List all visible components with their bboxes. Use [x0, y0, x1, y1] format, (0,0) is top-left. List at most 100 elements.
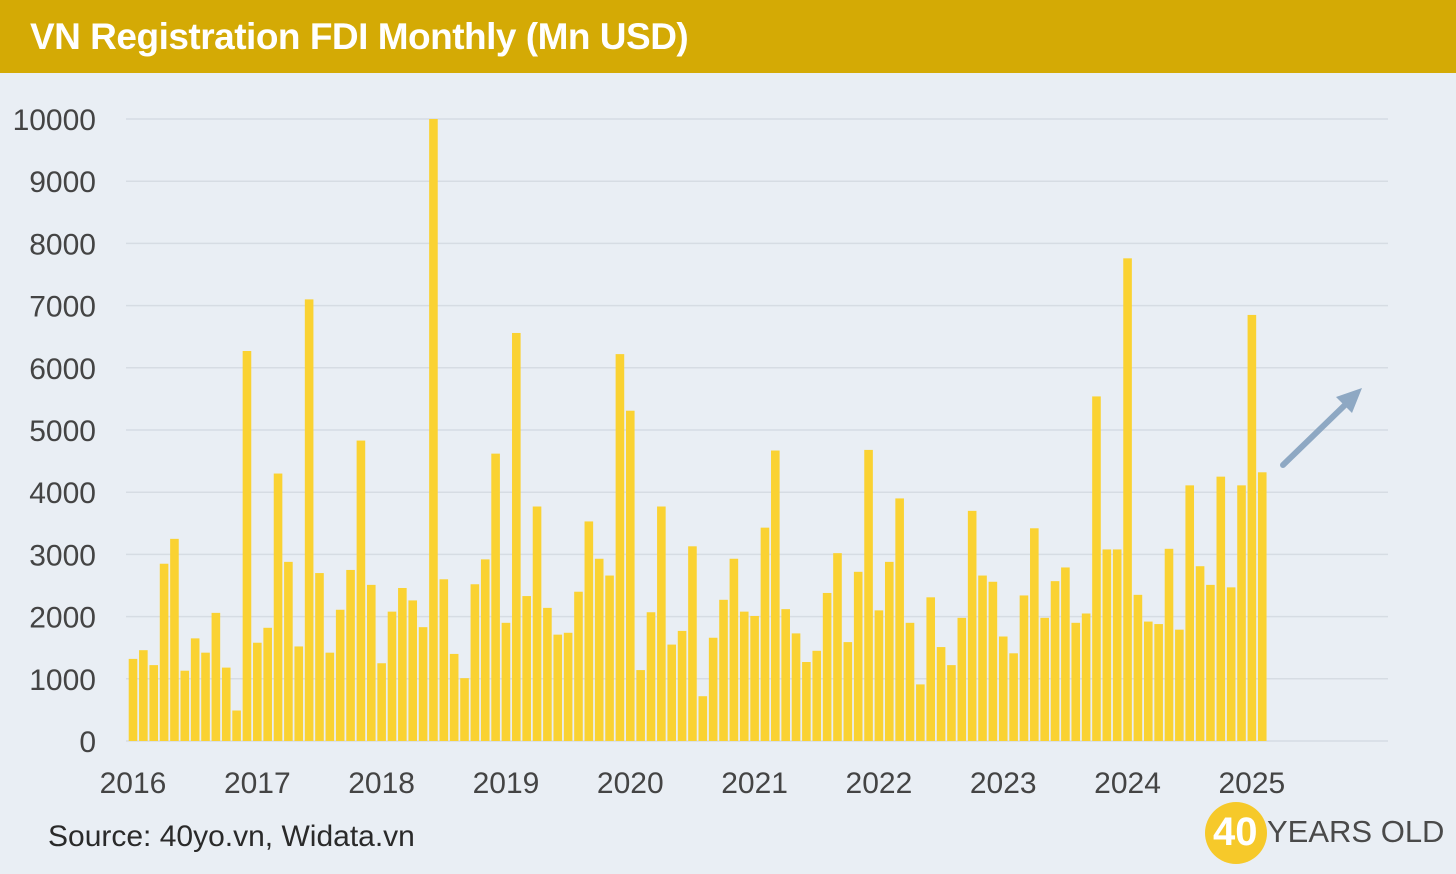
trend-arrow	[1280, 388, 1362, 468]
bar-chart: 0 1000 2000 3000 4000 5000 6000 7000 8000 9000 100…	[13, 104, 1388, 800]
title-bar: VN Registration FDI Monthly (Mn USD)	[0, 0, 1456, 73]
bar	[408, 600, 418, 741]
bar	[625, 410, 635, 741]
bar	[802, 662, 811, 741]
bar	[1226, 587, 1236, 741]
bar	[1123, 258, 1132, 741]
bar	[853, 571, 863, 741]
bar	[719, 599, 728, 741]
bar	[377, 663, 386, 741]
bar	[480, 559, 490, 741]
bar	[874, 610, 884, 741]
bar	[594, 558, 604, 741]
bar	[957, 617, 967, 741]
bar	[584, 521, 594, 741]
y-tick-label: 10000	[13, 104, 96, 137]
bar	[335, 609, 345, 741]
bar	[1112, 549, 1122, 741]
bar	[1009, 653, 1018, 741]
bar	[1206, 584, 1215, 741]
bar	[284, 561, 293, 741]
x-tick-label: 2022	[846, 767, 913, 800]
x-tick-label: 2018	[348, 767, 415, 800]
bar	[988, 581, 998, 741]
logo-text: YEARS OLD	[1267, 814, 1445, 849]
bar	[253, 642, 262, 741]
bar	[1019, 595, 1029, 741]
bar	[201, 652, 210, 741]
bar	[698, 696, 708, 741]
y-tick-label: 0	[79, 726, 96, 759]
bar	[750, 615, 759, 741]
y-tick-label: 6000	[29, 353, 96, 386]
bar	[563, 632, 573, 741]
bar	[449, 653, 459, 741]
bar	[273, 473, 283, 741]
source-note: Source: 40yo.vn, Widata.vn	[48, 820, 415, 853]
bar	[812, 650, 822, 741]
y-tick-label: 8000	[29, 228, 96, 261]
bar	[460, 678, 469, 741]
bar	[501, 622, 511, 741]
bar	[221, 667, 231, 741]
bar	[346, 569, 355, 741]
bar	[1092, 396, 1101, 741]
bar	[843, 642, 853, 741]
y-tick-label: 1000	[29, 664, 96, 697]
bar	[646, 612, 656, 741]
x-tick-label: 2024	[1094, 767, 1161, 800]
bar	[791, 633, 801, 741]
bar	[429, 119, 438, 741]
logo: 40 YEARS OLD	[1205, 800, 1455, 866]
bar	[936, 647, 946, 741]
bar	[294, 646, 304, 741]
bar	[926, 597, 936, 741]
bar	[553, 634, 563, 741]
logo-circle	[1205, 802, 1267, 864]
bar	[128, 658, 138, 741]
bar	[822, 592, 832, 741]
bar	[1133, 594, 1143, 741]
bar	[905, 622, 915, 741]
y-tick-label: 3000	[29, 539, 96, 572]
bar	[232, 710, 241, 741]
y-tick-label: 7000	[29, 291, 96, 324]
bar	[1081, 613, 1091, 741]
bar	[605, 575, 614, 741]
bar	[418, 627, 428, 741]
bar	[139, 650, 148, 741]
bar	[708, 637, 718, 741]
bar	[1102, 549, 1112, 741]
bar	[1185, 485, 1195, 741]
x-tick-label: 2017	[224, 767, 291, 800]
bar	[1061, 567, 1070, 741]
x-tick-label: 2025	[1219, 767, 1286, 800]
bar	[615, 354, 625, 741]
bar	[543, 607, 552, 741]
bar	[159, 563, 169, 741]
y-tick-label: 5000	[29, 415, 96, 448]
bar	[1237, 485, 1246, 741]
x-tick-label: 2021	[721, 767, 788, 800]
logo-number: 40	[1213, 810, 1258, 854]
bar	[398, 587, 407, 741]
bar	[998, 636, 1008, 741]
bar	[1143, 621, 1153, 741]
bar	[657, 506, 666, 741]
bar	[864, 449, 873, 741]
bar	[1195, 566, 1205, 741]
bar	[387, 611, 397, 741]
bar	[263, 627, 272, 741]
bar	[947, 665, 956, 741]
bar	[1175, 629, 1184, 741]
bar	[967, 510, 977, 741]
bar	[180, 670, 190, 741]
x-tick-label: 2020	[597, 767, 664, 800]
bar	[1164, 548, 1174, 741]
bar	[636, 670, 645, 741]
bar	[1040, 617, 1049, 741]
y-tick-label: 9000	[29, 166, 96, 199]
bar	[1030, 528, 1039, 741]
bar	[304, 299, 314, 741]
bar	[439, 579, 449, 741]
